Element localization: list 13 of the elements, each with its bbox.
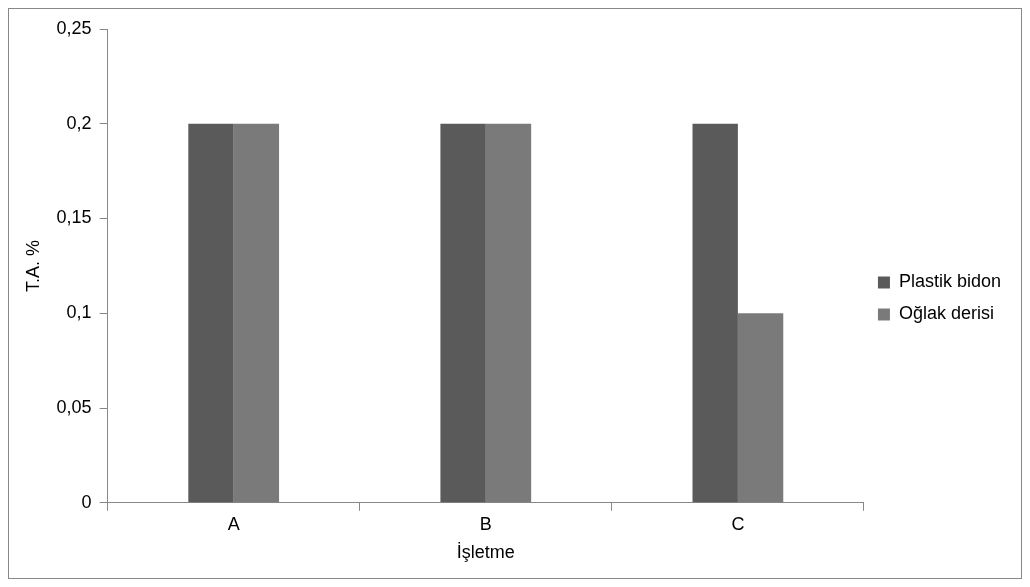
x-tick-label: C [731,513,745,534]
x-tick-label: B [479,513,492,534]
y-tick-label: 0 [81,491,92,512]
legend-label: Oğlak derisi [898,303,994,324]
y-tick-label: 0,2 [66,112,92,133]
legend-label: Plastik bidon [898,271,1001,292]
y-tick-label: 0,15 [56,207,92,228]
y-axis-title: T.A. % [22,239,43,292]
y-tick-label: 0,05 [56,397,92,418]
x-tick-label: A [227,513,240,534]
y-tick-label: 0,1 [66,302,92,323]
x-axis-title: İşletme [456,542,515,563]
y-tick-label: 0,25 [56,17,92,38]
